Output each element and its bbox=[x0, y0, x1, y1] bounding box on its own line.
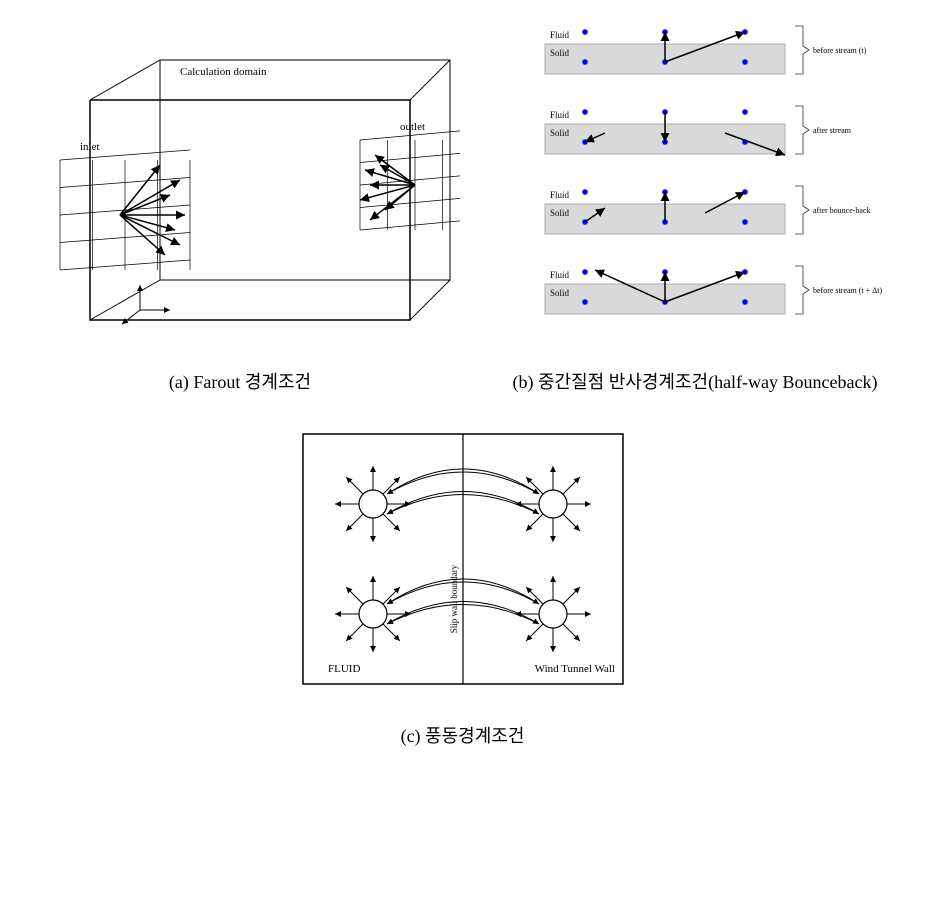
svg-text:Fluid: Fluid bbox=[550, 110, 570, 120]
svg-text:after bounce-back: after bounce-back bbox=[813, 206, 871, 215]
top-row: Calculation domain inlet outlet (a) Farout… bbox=[20, 20, 905, 394]
svg-text:Slip wall boundary: Slip wall boundary bbox=[449, 564, 459, 633]
svg-text:Solid: Solid bbox=[550, 48, 570, 58]
svg-text:outlet: outlet bbox=[400, 121, 425, 133]
svg-text:Fluid: Fluid bbox=[550, 190, 570, 200]
svg-text:Solid: Solid bbox=[550, 128, 570, 138]
panel-b-caption: (b) 중간질점 반사경계조건(half-way Bounceback) bbox=[512, 368, 877, 394]
svg-text:before stream (t + Δt): before stream (t + Δt) bbox=[813, 286, 883, 295]
svg-text:Solid: Solid bbox=[550, 208, 570, 218]
svg-text:Fluid: Fluid bbox=[550, 270, 570, 280]
panel-a: Calculation domain inlet outlet (a) Farout… bbox=[20, 20, 460, 394]
svg-text:inlet: inlet bbox=[80, 141, 100, 153]
panel-c-caption: (c) 풍동경계조건 bbox=[401, 722, 525, 748]
svg-text:Calculation domain: Calculation domain bbox=[180, 66, 267, 78]
panel-c: FLUIDWind Tunnel WallSlip wall boundary … bbox=[253, 414, 673, 748]
panel-a-svg: Calculation domain inlet outlet bbox=[20, 20, 460, 360]
svg-text:after stream: after stream bbox=[813, 126, 852, 135]
panel-a-caption: (a) Farout 경계조건 bbox=[169, 368, 311, 394]
panel-c-svg: FLUID Wind Tunnel Wall Slip wall boundary bbox=[273, 414, 653, 714]
svg-text:FLUID: FLUID bbox=[328, 663, 360, 675]
svg-text:Fluid: Fluid bbox=[550, 30, 570, 40]
panel-b: Fluid Solid before stream (t) Fluid Solid aft… bbox=[485, 20, 905, 394]
svg-text:Wind Tunnel Wall: Wind Tunnel Wall bbox=[534, 663, 614, 675]
svg-text:Solid: Solid bbox=[550, 288, 570, 298]
svg-text:before stream (t): before stream (t) bbox=[813, 46, 867, 55]
panel-b-svg: Fluid Solid before stream (t) Fluid Solid aft… bbox=[485, 20, 905, 360]
